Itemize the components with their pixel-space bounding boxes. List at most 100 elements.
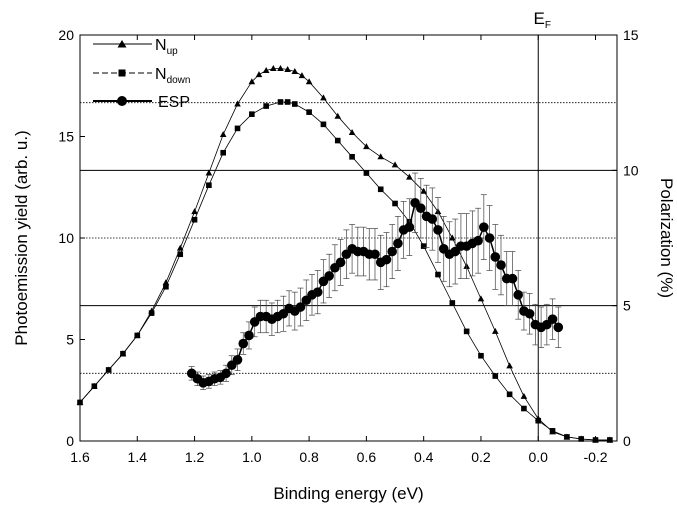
data-point	[547, 314, 558, 325]
x-tick-label-7: 0.2	[471, 449, 491, 465]
x-tick-label-1: 1.4	[128, 449, 148, 465]
data-point	[479, 222, 489, 232]
data-point	[449, 234, 456, 241]
legend-marker-esp	[117, 96, 127, 106]
legend-sub-n-down: down	[167, 75, 191, 86]
x-tick-label-6: 0.4	[414, 449, 434, 465]
data-point	[312, 287, 323, 297]
data-point	[277, 99, 284, 105]
data-point	[507, 273, 518, 284]
x-tick-label-5: 0.6	[357, 449, 377, 465]
data-point	[496, 260, 506, 270]
data-point	[377, 153, 385, 160]
data-point	[263, 103, 269, 109]
data-point	[120, 350, 126, 357]
data-point	[306, 109, 312, 115]
legend-main-n-up: N	[155, 37, 167, 54]
data-point	[334, 112, 342, 119]
data-point	[491, 327, 499, 334]
y2-tick-label-0: 0	[623, 433, 631, 449]
fermi-level-sub: F	[545, 20, 551, 31]
data-point	[219, 130, 227, 137]
legend-main-n-down: N	[155, 66, 167, 83]
data-point	[163, 283, 169, 290]
data-point	[420, 243, 427, 249]
data-point	[148, 310, 155, 316]
data-point	[392, 200, 398, 207]
data-point	[221, 368, 231, 379]
y-tick-label-4: 20	[58, 27, 74, 43]
y2-axis-title: Polarization (%)	[657, 178, 676, 298]
x-axis-title: Binding energy (eV)	[273, 484, 423, 503]
y-axis-title: Photoemission yield (arb. u.)	[12, 130, 31, 345]
y-tick-label-1: 5	[66, 332, 74, 348]
data-point	[564, 434, 570, 440]
data-point	[262, 67, 270, 74]
data-point	[473, 235, 483, 246]
y2-tick-label-2: 10	[623, 162, 639, 178]
data-point	[381, 254, 392, 265]
data-point	[291, 68, 299, 75]
legend-label-n-down: Ndown	[155, 66, 190, 86]
data-point	[234, 125, 241, 132]
data-point	[292, 101, 298, 107]
y-tick-label-3: 15	[58, 129, 74, 145]
data-point	[220, 149, 226, 156]
legend-item-n-up: Nup	[93, 37, 178, 57]
data-point	[477, 295, 485, 302]
axis-ticks: 1.6 1.4 1.2 1.0 0.8 0.6 0.4 0.2 0.0 -0.2 0 5 10 15 20 0…	[58, 27, 638, 465]
data-point	[177, 251, 184, 258]
data-point	[277, 64, 284, 71]
x-tick-label-8: 0.0	[529, 449, 549, 465]
data-point	[248, 78, 256, 85]
series-circle	[186, 172, 564, 390]
data-point	[191, 208, 198, 215]
legend-marker-n-down	[118, 69, 126, 77]
data-point	[320, 121, 327, 128]
x-tick-label-3: 1.0	[242, 449, 262, 465]
y2-tick-label-3: 15	[623, 27, 639, 43]
y-tick-label-0: 0	[66, 433, 74, 449]
legend: Nup Ndown ESP	[93, 37, 190, 111]
data-point	[349, 154, 355, 160]
data-point	[492, 373, 499, 379]
legend-marker-n-up	[117, 40, 127, 48]
data-point	[205, 169, 213, 176]
reference-lines	[80, 102, 617, 374]
data-point	[191, 216, 198, 223]
data-point	[295, 302, 306, 312]
data-point	[578, 436, 584, 442]
data-point	[433, 225, 443, 235]
data-point	[363, 143, 370, 150]
data-point	[363, 170, 370, 176]
data-point	[427, 214, 438, 224]
series-square	[77, 99, 613, 443]
y-tick-label-2: 10	[58, 230, 74, 246]
data-point	[348, 128, 356, 135]
data-point	[520, 392, 528, 399]
y2-tick-label-1: 5	[623, 298, 631, 314]
data-point	[524, 308, 535, 319]
data-point	[490, 252, 501, 262]
data-point	[404, 222, 415, 232]
data-point	[91, 383, 98, 389]
data-point	[506, 391, 513, 398]
data-point	[270, 64, 277, 71]
data-point	[535, 417, 542, 424]
data-point	[334, 137, 341, 144]
data-point	[393, 238, 403, 249]
data-point	[305, 78, 313, 85]
data-point	[255, 71, 263, 78]
data-point	[244, 330, 254, 341]
data-point	[387, 246, 397, 257]
data-point	[391, 161, 399, 168]
data-point	[284, 66, 291, 73]
data-point	[406, 173, 413, 180]
data-point	[370, 249, 380, 260]
data-point	[478, 352, 484, 359]
x-tick-label-9: -0.2	[583, 449, 607, 465]
data-point	[463, 328, 470, 335]
plot-area	[76, 64, 614, 443]
data-point	[232, 355, 243, 365]
